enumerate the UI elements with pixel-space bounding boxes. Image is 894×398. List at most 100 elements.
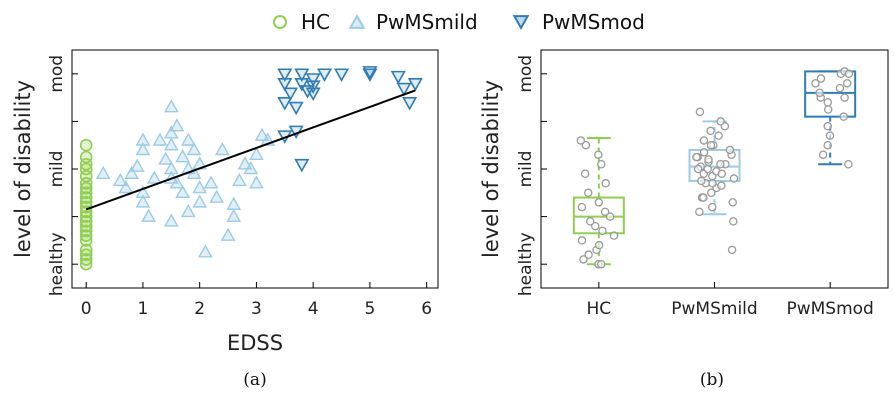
panel-a-point-pwmsmod — [294, 158, 310, 173]
panel-b-point — [576, 136, 586, 145]
panel-b-point — [811, 79, 820, 88]
legend-label-hc: HC — [301, 10, 330, 34]
panel-a-point-pwmsmild — [232, 172, 247, 187]
caption-b: (b) — [700, 370, 724, 390]
panel-a-point-pwmsmod — [305, 80, 321, 94]
panel-b-point — [600, 207, 610, 217]
panel-a-point-pwmsmod — [305, 73, 321, 87]
panel-b-point — [842, 79, 852, 88]
panel-a-xtick-label: 1 — [138, 299, 149, 319]
panel-b-point — [594, 198, 604, 207]
panel-b-point — [816, 74, 826, 83]
panel-b-point — [601, 179, 610, 188]
panel-a-point-pwmsmod — [277, 77, 293, 92]
panel-a-point-pwmsmod — [294, 68, 310, 82]
panel-b-box-hc — [572, 196, 625, 235]
panel-a-xtick-label: 0 — [81, 299, 92, 319]
panel-b-point — [717, 181, 726, 190]
panel-a-xlabel: EDSS — [227, 331, 283, 355]
panel-b-point — [693, 164, 703, 174]
panel-b-ytick-label: mod — [516, 55, 536, 93]
panel-a-ytick-label: mod — [47, 55, 67, 93]
panel-b-ylabel: level of disability — [479, 80, 503, 258]
panel-a-point-pwmsmild — [129, 158, 145, 172]
panel-a-point-pwmsmild — [135, 142, 151, 156]
panel-b-point — [707, 188, 716, 198]
panel-b-point — [580, 169, 590, 179]
panel-a-point-pwmsmild — [124, 165, 139, 180]
panel-a-point-pwmsmod — [277, 97, 293, 111]
panel-a-point-pwmsmod — [288, 101, 304, 116]
panel-a-point-pwmsmild — [175, 149, 191, 163]
panel-b-point — [584, 250, 593, 259]
panel-a-xtick-label: 6 — [421, 299, 432, 319]
panel-b-point — [596, 159, 606, 169]
panel-b-point — [585, 217, 595, 226]
panel-b-point — [706, 126, 715, 136]
panel-b-point — [699, 193, 708, 202]
panel-a-point-pwmsmild — [186, 165, 202, 180]
panel-b-point — [597, 259, 606, 269]
panel-a-point-pwmsmod — [407, 77, 423, 92]
panel-b-ytick-label: mild — [516, 151, 536, 188]
panel-a-point-pwmsmod — [277, 68, 293, 82]
panel-b-point — [699, 136, 709, 145]
panel-a-point-pwmsmild — [203, 175, 219, 189]
panel-b-point — [594, 150, 603, 159]
panel-a-point-pwmsmild — [215, 142, 230, 156]
panel-a-xtick-label: 2 — [194, 299, 205, 319]
panel-a-point-hc — [79, 234, 93, 247]
panel-a-point-pwmsmod — [362, 66, 378, 80]
panel-b-point — [609, 231, 619, 240]
panel-a-point-pwmsmild — [243, 161, 259, 175]
panel-b-point — [605, 212, 615, 221]
legend-marker-hc — [273, 15, 287, 29]
panel-b-point — [717, 169, 726, 179]
panel-a-point-pwmsmild — [180, 132, 196, 146]
panel-b-xtick-label: HC — [587, 299, 612, 319]
panel-a-point-pwmsmod — [402, 97, 418, 111]
caption-a: (a) — [243, 370, 266, 390]
panel-b-point — [728, 198, 737, 207]
panel-a-point-hc — [79, 138, 93, 152]
panel-a-point-pwmsmild — [175, 184, 191, 199]
panel-b-point — [823, 98, 832, 107]
panel-b-point — [818, 150, 828, 159]
panel-b-point — [577, 202, 587, 212]
panel-a-point-pwmsmild — [226, 196, 242, 210]
panel-b-point — [579, 255, 588, 264]
panel-b-point — [583, 188, 593, 198]
panel-a-point-pwmsmild — [192, 194, 208, 208]
panel-a-point-pwmsmild — [249, 175, 264, 189]
panel-b-point — [844, 69, 854, 79]
panel-a-point-pwmsmod — [282, 87, 299, 101]
legend-label-pwmsmod: PwMSmod — [542, 10, 645, 34]
panel-b-point — [825, 131, 835, 140]
panel-a-point-pwmsmild — [135, 184, 151, 199]
panel-a-point-hc — [79, 257, 93, 271]
panel-a-point-pwmsmild — [169, 118, 185, 132]
panel-b-point — [716, 159, 725, 169]
panel-a-ytick-label: healthy — [47, 232, 67, 296]
panel-a-point-pwmsmild — [163, 99, 179, 113]
panel-b-point — [692, 152, 701, 162]
panel-a-regression-line — [85, 89, 416, 211]
panel-b-point — [699, 148, 709, 157]
panel-b-point — [835, 83, 845, 93]
panel-b-point — [714, 131, 723, 140]
legend-marker-pwmsmod — [512, 15, 530, 31]
panel-a-point-pwmsmild — [118, 180, 134, 194]
panel-b-point — [695, 207, 704, 217]
panel-b-point — [594, 240, 604, 250]
panel-a-point-pwmsmild — [158, 151, 173, 165]
panel-a-point-pwmsmod — [333, 68, 350, 82]
panel-a-point-pwmsmild — [163, 137, 179, 151]
panel-a-point-pwmsmild — [141, 208, 156, 222]
panel-a-xtick-label: 3 — [251, 299, 262, 319]
panel-a-point-pwmsmild — [186, 142, 202, 156]
panel-b-point — [598, 226, 607, 236]
panel-a: 0 1 2 3 4 5 6 healthy mild mod EDSS level of disa… — [11, 49, 439, 390]
panel-b-point — [716, 117, 725, 126]
panel-a-point-pwmsmod — [316, 68, 333, 82]
panel-b-ytick-label: healthy — [516, 232, 536, 296]
